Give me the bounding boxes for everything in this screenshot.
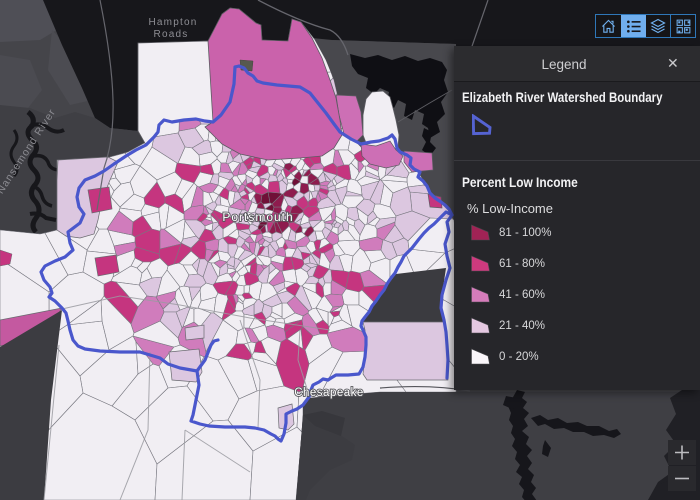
svg-text:Roads: Roads [154, 29, 189, 40]
svg-text:Portsmouth: Portsmouth [222, 210, 293, 224]
svg-text:Chesapeake: Chesapeake [294, 387, 364, 399]
svg-text:Hampton: Hampton [149, 17, 198, 28]
